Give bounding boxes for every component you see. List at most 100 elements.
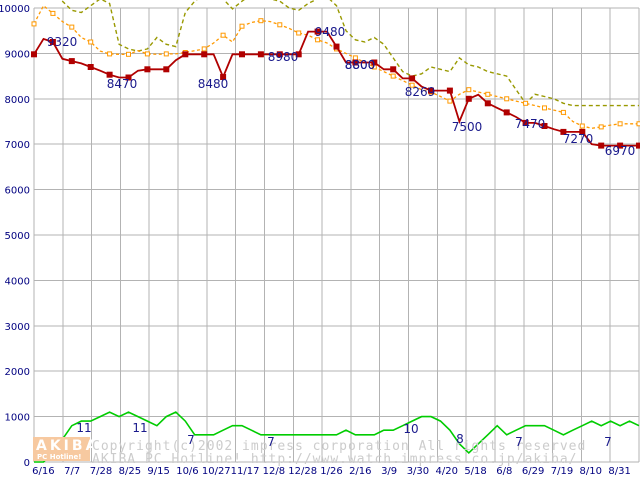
watermark-line-2: AKIBA PC Hotline! http://www.watch.impre… (92, 452, 577, 467)
x-tick-label: 10/27 (202, 466, 231, 477)
logo-badge (33, 437, 90, 461)
data-point-marker (503, 109, 510, 116)
x-tick-label: 7/7 (64, 466, 80, 477)
series-path (34, 411, 640, 463)
x-tick-label: 5/18 (464, 466, 486, 477)
data-point-marker (144, 51, 150, 57)
data-point-marker (617, 121, 623, 127)
data-point-marker (68, 58, 75, 65)
price-data-label: 9480 (315, 25, 346, 39)
data-point-marker (295, 51, 302, 58)
data-point-marker (541, 123, 548, 129)
series-shop-count (34, 411, 640, 463)
data-point-marker (163, 51, 169, 57)
x-tick-label: 3/30 (407, 466, 429, 477)
data-point-marker (485, 91, 491, 97)
price-data-label: 8480 (198, 77, 229, 91)
count-data-label: 7 (267, 435, 275, 449)
price-data-label: 6970 (605, 144, 636, 158)
data-point-marker (371, 59, 378, 66)
data-point-marker (523, 100, 529, 106)
data-point-marker (598, 142, 605, 149)
price-data-label: 8269 (405, 85, 436, 99)
data-point-marker (257, 51, 264, 58)
x-axis-tick-labels: 6/16 7/7 7/28 8/25 9/15 10/6 10/27 11/17 12/8 12/… (32, 466, 631, 477)
x-tick-label: 7/28 (90, 466, 112, 477)
series-highest-price (59, 0, 639, 107)
price-data-label: 8980 (268, 50, 299, 64)
series-lowest-price (31, 28, 640, 149)
data-point-marker (296, 30, 302, 36)
data-point-marker (163, 66, 170, 73)
price-data-label: 8800 (345, 58, 376, 72)
data-point-marker (277, 22, 283, 28)
y-tick-label: 5000 (5, 231, 30, 242)
y-tick-label: 7000 (5, 140, 30, 151)
data-point-marker (617, 142, 624, 149)
data-point-marker (126, 51, 131, 57)
data-point-marker (315, 37, 321, 43)
logo-sub-text: PC Hotline! (37, 453, 81, 461)
x-tick-label: 9/15 (147, 466, 169, 477)
x-tick-label: 7/19 (551, 466, 573, 477)
x-tick-label: 6/16 (32, 466, 54, 477)
data-point-marker (447, 98, 453, 104)
y-tick-label: 1000 (5, 413, 30, 424)
data-point-marker (239, 51, 245, 58)
y-tick-label: 9000 (5, 49, 30, 60)
data-point-marker (465, 95, 472, 102)
x-tick-label: 4/20 (436, 466, 458, 477)
x-tick-label: 6/8 (496, 466, 512, 477)
data-point-marker (201, 51, 208, 58)
x-tick-label: 1/26 (320, 466, 342, 477)
data-point-marker (31, 21, 37, 27)
data-point-marker (50, 10, 56, 16)
data-point-marker (31, 51, 37, 58)
data-point-marker (276, 51, 283, 58)
price-data-label: 9320 (47, 35, 78, 49)
data-point-marker (428, 87, 434, 94)
data-point-marker (484, 100, 491, 107)
y-axis-tick-labels: 0 1000 2000 3000 4000 5000 6000 7000 8000 9000 100… (0, 4, 30, 469)
x-tick-label: 3/9 (381, 466, 397, 477)
data-point-marker (598, 124, 604, 130)
y-tick-label: 3000 (5, 322, 30, 333)
count-data-label: 11 (132, 421, 147, 435)
data-point-marker (579, 123, 585, 129)
data-point-marker (522, 119, 529, 126)
price-data-label: 7500 (452, 120, 483, 134)
price-data-label: 8800 (345, 58, 376, 72)
data-point-marker (106, 71, 113, 78)
count-data-label: 7 (515, 435, 523, 449)
data-point-marker (579, 128, 586, 135)
grid-lines (33, 7, 640, 463)
x-tick-label: 2/16 (349, 466, 371, 477)
x-tick-label: 12/8 (263, 466, 285, 477)
data-point-marker (409, 75, 416, 82)
price-data-label: 8470 (107, 77, 138, 91)
y-tick-label: 6000 (5, 186, 30, 197)
data-point-marker (220, 74, 227, 80)
data-point-marker (107, 51, 113, 57)
data-point-marker (466, 87, 472, 93)
data-point-marker (144, 66, 151, 73)
x-tick-label: 6/29 (522, 466, 544, 477)
data-point-marker (560, 128, 567, 135)
price-data-label: 7270 (563, 132, 594, 146)
data-point-marker (69, 24, 75, 30)
data-point-marker (560, 109, 566, 115)
data-point-marker (390, 73, 396, 79)
y-tick-label: 10000 (0, 4, 30, 15)
data-point-marker (542, 105, 547, 111)
data-point-marker (409, 82, 415, 88)
data-point-marker (125, 74, 132, 81)
count-data-label: 7 (187, 433, 195, 447)
logo-main-text: AKIBA (36, 438, 99, 454)
data-point-marker (258, 18, 264, 24)
data-point-marker (88, 39, 94, 45)
count-data-label: 11 (76, 421, 91, 435)
x-tick-label: 12/28 (288, 466, 317, 477)
y-tick-label: 2000 (5, 367, 30, 378)
